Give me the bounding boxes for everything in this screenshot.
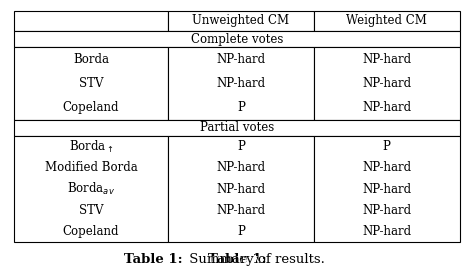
Text: NP-hard: NP-hard	[216, 77, 265, 90]
Text: Copeland: Copeland	[63, 225, 119, 238]
Text: Borda$_{av}$: Borda$_{av}$	[67, 181, 115, 197]
Text: P: P	[237, 101, 245, 114]
Text: Partial votes: Partial votes	[200, 121, 274, 135]
Text: Copeland: Copeland	[63, 101, 119, 114]
Text: NP-hard: NP-hard	[362, 77, 411, 90]
Text: P: P	[237, 225, 245, 238]
Text: Complete votes: Complete votes	[191, 33, 283, 46]
Text: NP-hard: NP-hard	[362, 204, 411, 217]
Text: NP-hard: NP-hard	[216, 162, 265, 174]
Text: Table 1:: Table 1:	[124, 254, 182, 266]
Text: Borda$_{\uparrow}$: Borda$_{\uparrow}$	[69, 139, 113, 155]
Text: NP-hard: NP-hard	[362, 101, 411, 114]
Bar	[14, 120, 460, 136]
Text: Table 1: Summary of results.: Table 1: Summary of results.	[0, 277, 1, 278]
Text: P: P	[237, 140, 245, 153]
Text: NP-hard: NP-hard	[216, 53, 265, 66]
Bar	[168, 47, 314, 120]
Text: NP-hard: NP-hard	[362, 183, 411, 195]
Text: P: P	[383, 140, 391, 153]
Text: Table 1:: Table 1:	[208, 254, 266, 266]
Text: Summary of results.: Summary of results.	[185, 254, 325, 266]
Text: NP-hard: NP-hard	[216, 183, 265, 195]
Text: Borda: Borda	[73, 53, 109, 66]
Text: Modified Borda: Modified Borda	[45, 162, 137, 174]
Bar	[314, 11, 460, 31]
Text: Table 1: Summary of results.: Table 1: Summary of results.	[140, 254, 334, 266]
Text: STV: STV	[79, 77, 103, 90]
Bar	[314, 136, 460, 242]
Bar	[14, 47, 168, 120]
Bar	[14, 136, 168, 242]
Text: STV: STV	[79, 204, 103, 217]
Bar	[14, 11, 168, 31]
Text: NP-hard: NP-hard	[362, 53, 411, 66]
Text: NP-hard: NP-hard	[216, 204, 265, 217]
Bar	[168, 11, 314, 31]
Text: Unweighted CM: Unweighted CM	[192, 14, 289, 28]
Text: NP-hard: NP-hard	[362, 162, 411, 174]
Text: Weighted CM: Weighted CM	[346, 14, 427, 28]
Text: NP-hard: NP-hard	[362, 225, 411, 238]
Bar	[314, 47, 460, 120]
Bar	[14, 31, 460, 47]
Bar	[168, 136, 314, 242]
Text: Table 1: Summary of results.: Table 1: Summary of results.	[140, 254, 334, 266]
